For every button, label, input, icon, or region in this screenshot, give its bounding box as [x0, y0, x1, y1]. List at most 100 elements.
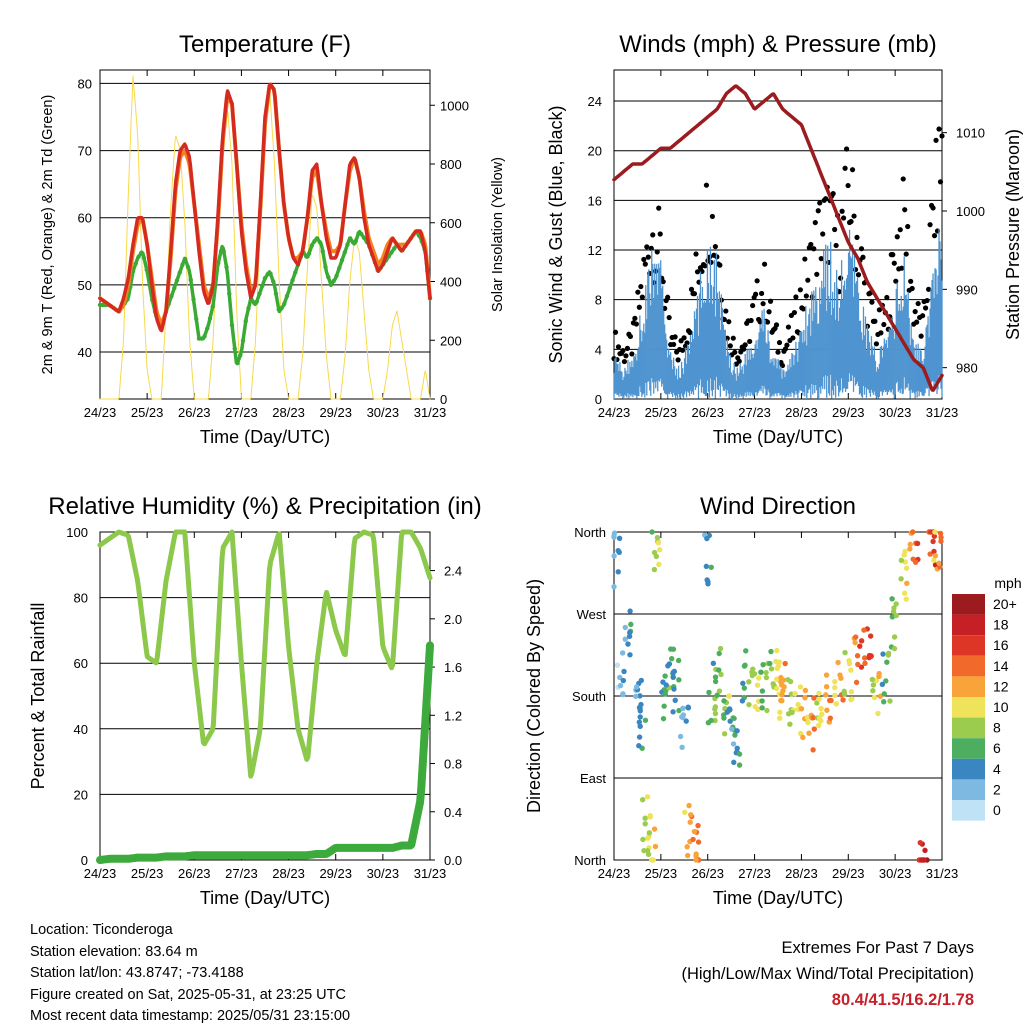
- gust-point: [832, 226, 838, 233]
- wind-direction-point: [734, 728, 740, 734]
- gust-point: [909, 285, 915, 292]
- wind-direction-point: [726, 693, 732, 699]
- dewpoint-point: [169, 293, 174, 299]
- wind-direction-point: [642, 821, 648, 827]
- dewpoint-point: [345, 242, 350, 247]
- wind-direction-point: [616, 549, 622, 556]
- wdir-ylabel: Direction (Colored By Speed): [524, 579, 544, 813]
- temp-series-group: [97, 75, 433, 400]
- wind-direction-point: [716, 667, 722, 673]
- rh-xtick-label-5: 29/23: [319, 866, 352, 881]
- temp-xtick-label-4: 28/23: [272, 405, 305, 420]
- wind-direction-point: [835, 659, 841, 666]
- gust-point: [905, 223, 911, 230]
- wind-series-group: [611, 84, 945, 399]
- wind-direction-point: [611, 583, 617, 590]
- rh-ylabel: Percent & Total Rainfall: [28, 603, 48, 790]
- gust-point: [900, 176, 906, 182]
- dewpoint-point: [216, 260, 221, 266]
- gust-point: [845, 182, 851, 189]
- wind-direction-point: [832, 684, 838, 691]
- speed-legend-label-9: 2: [993, 781, 1001, 797]
- gust-point: [930, 205, 936, 211]
- wind-direction-point: [922, 847, 928, 854]
- rh-xlabel: Time (Day/UTC): [200, 888, 330, 908]
- wdir-xtick-label-1: 25/23: [645, 866, 678, 881]
- wind-direction-point: [756, 675, 762, 681]
- wind-direction-point: [891, 634, 898, 640]
- gust-point: [931, 233, 938, 239]
- gust-point: [654, 249, 660, 255]
- wind-direction-point: [904, 580, 910, 587]
- dewpoint-point: [361, 235, 367, 241]
- speed-legend-swatch-9: [952, 779, 985, 800]
- wind-direction-point: [802, 687, 809, 694]
- dewpoint-point: [243, 319, 248, 324]
- gust-point: [918, 333, 924, 339]
- wind-direction-point: [838, 675, 844, 681]
- wind-xlabel: Time (Day/UTC): [713, 427, 843, 447]
- wind-direction-point: [637, 708, 643, 714]
- dewpoint-point: [293, 270, 298, 275]
- dewpoint-point: [188, 277, 193, 283]
- temp-y2tick-label-5: 1000: [440, 98, 469, 113]
- temp-title: Temperature (F): [179, 31, 351, 58]
- gust-point: [702, 263, 708, 269]
- wind-direction-point: [703, 563, 710, 570]
- gust-point: [662, 305, 668, 311]
- temp-ytick-label-1: 50: [78, 278, 92, 293]
- wind-direction-point: [819, 711, 825, 717]
- wind-direction-point: [661, 703, 667, 709]
- wind-direction-point: [884, 659, 890, 665]
- wind-direction-point: [768, 666, 775, 672]
- gust-point: [623, 353, 629, 359]
- wind-direction-point: [669, 655, 675, 662]
- temp-xtick-label-0: 24/23: [84, 405, 117, 420]
- gust-point: [653, 268, 659, 274]
- rh-ytick-label-0: 0: [81, 853, 88, 868]
- wind-direction-point: [647, 812, 653, 819]
- gust-point: [636, 304, 642, 310]
- wind-direction-point: [620, 677, 627, 684]
- wind-direction-point: [903, 596, 909, 602]
- wind-direction-point: [704, 535, 710, 542]
- temp-y2tick-label-3: 600: [440, 216, 462, 231]
- wind-direction-point: [898, 557, 905, 564]
- wind-direction-point: [734, 745, 740, 752]
- dewpoint-point: [320, 249, 325, 254]
- gust-point: [621, 358, 628, 365]
- total-precip-line: [96, 641, 434, 864]
- wind-direction-point: [642, 815, 648, 821]
- wdir-xtick-label-7: 31/23: [926, 866, 959, 881]
- wind-direction-point: [666, 661, 673, 667]
- dewpoint-point: [191, 297, 196, 302]
- precip-tick-label-4: 1.6: [444, 660, 462, 675]
- station-info: Location: Ticonderoga Station elevation:…: [30, 920, 350, 1028]
- wind-direction-point: [903, 565, 910, 571]
- wind-direction-point: [907, 546, 913, 552]
- dewpoint-point: [389, 250, 394, 255]
- wind-direction-point: [651, 549, 658, 556]
- dewpoint-point: [238, 353, 243, 358]
- wind-xtick-label-5: 29/23: [832, 405, 865, 420]
- wind-direction-point: [633, 693, 639, 700]
- dewpoint-point: [312, 239, 317, 244]
- wind-xtick-label-7: 31/23: [926, 405, 959, 420]
- gust-point: [830, 191, 836, 197]
- temp-xtick-label-5: 29/23: [319, 405, 352, 420]
- gust-point: [648, 245, 654, 251]
- extremes-subtitle: (High/Low/Max Wind/Total Precipitation): [681, 965, 974, 983]
- gust-point: [747, 338, 753, 345]
- gust-point: [803, 293, 809, 299]
- temp-y2label: Solar Insolation (Yellow): [490, 157, 506, 312]
- gust-point: [899, 265, 905, 271]
- wind-direction-point: [687, 819, 693, 825]
- temp-ytick-label-3: 70: [78, 144, 92, 159]
- wind-direction-point: [740, 680, 746, 687]
- gust-point: [694, 269, 701, 275]
- wind-direction-point: [695, 839, 702, 845]
- dewpoint-point: [139, 250, 144, 256]
- speed-legend-swatch-4: [952, 676, 985, 697]
- wind-direction-point: [688, 812, 694, 818]
- gust-point: [838, 275, 844, 281]
